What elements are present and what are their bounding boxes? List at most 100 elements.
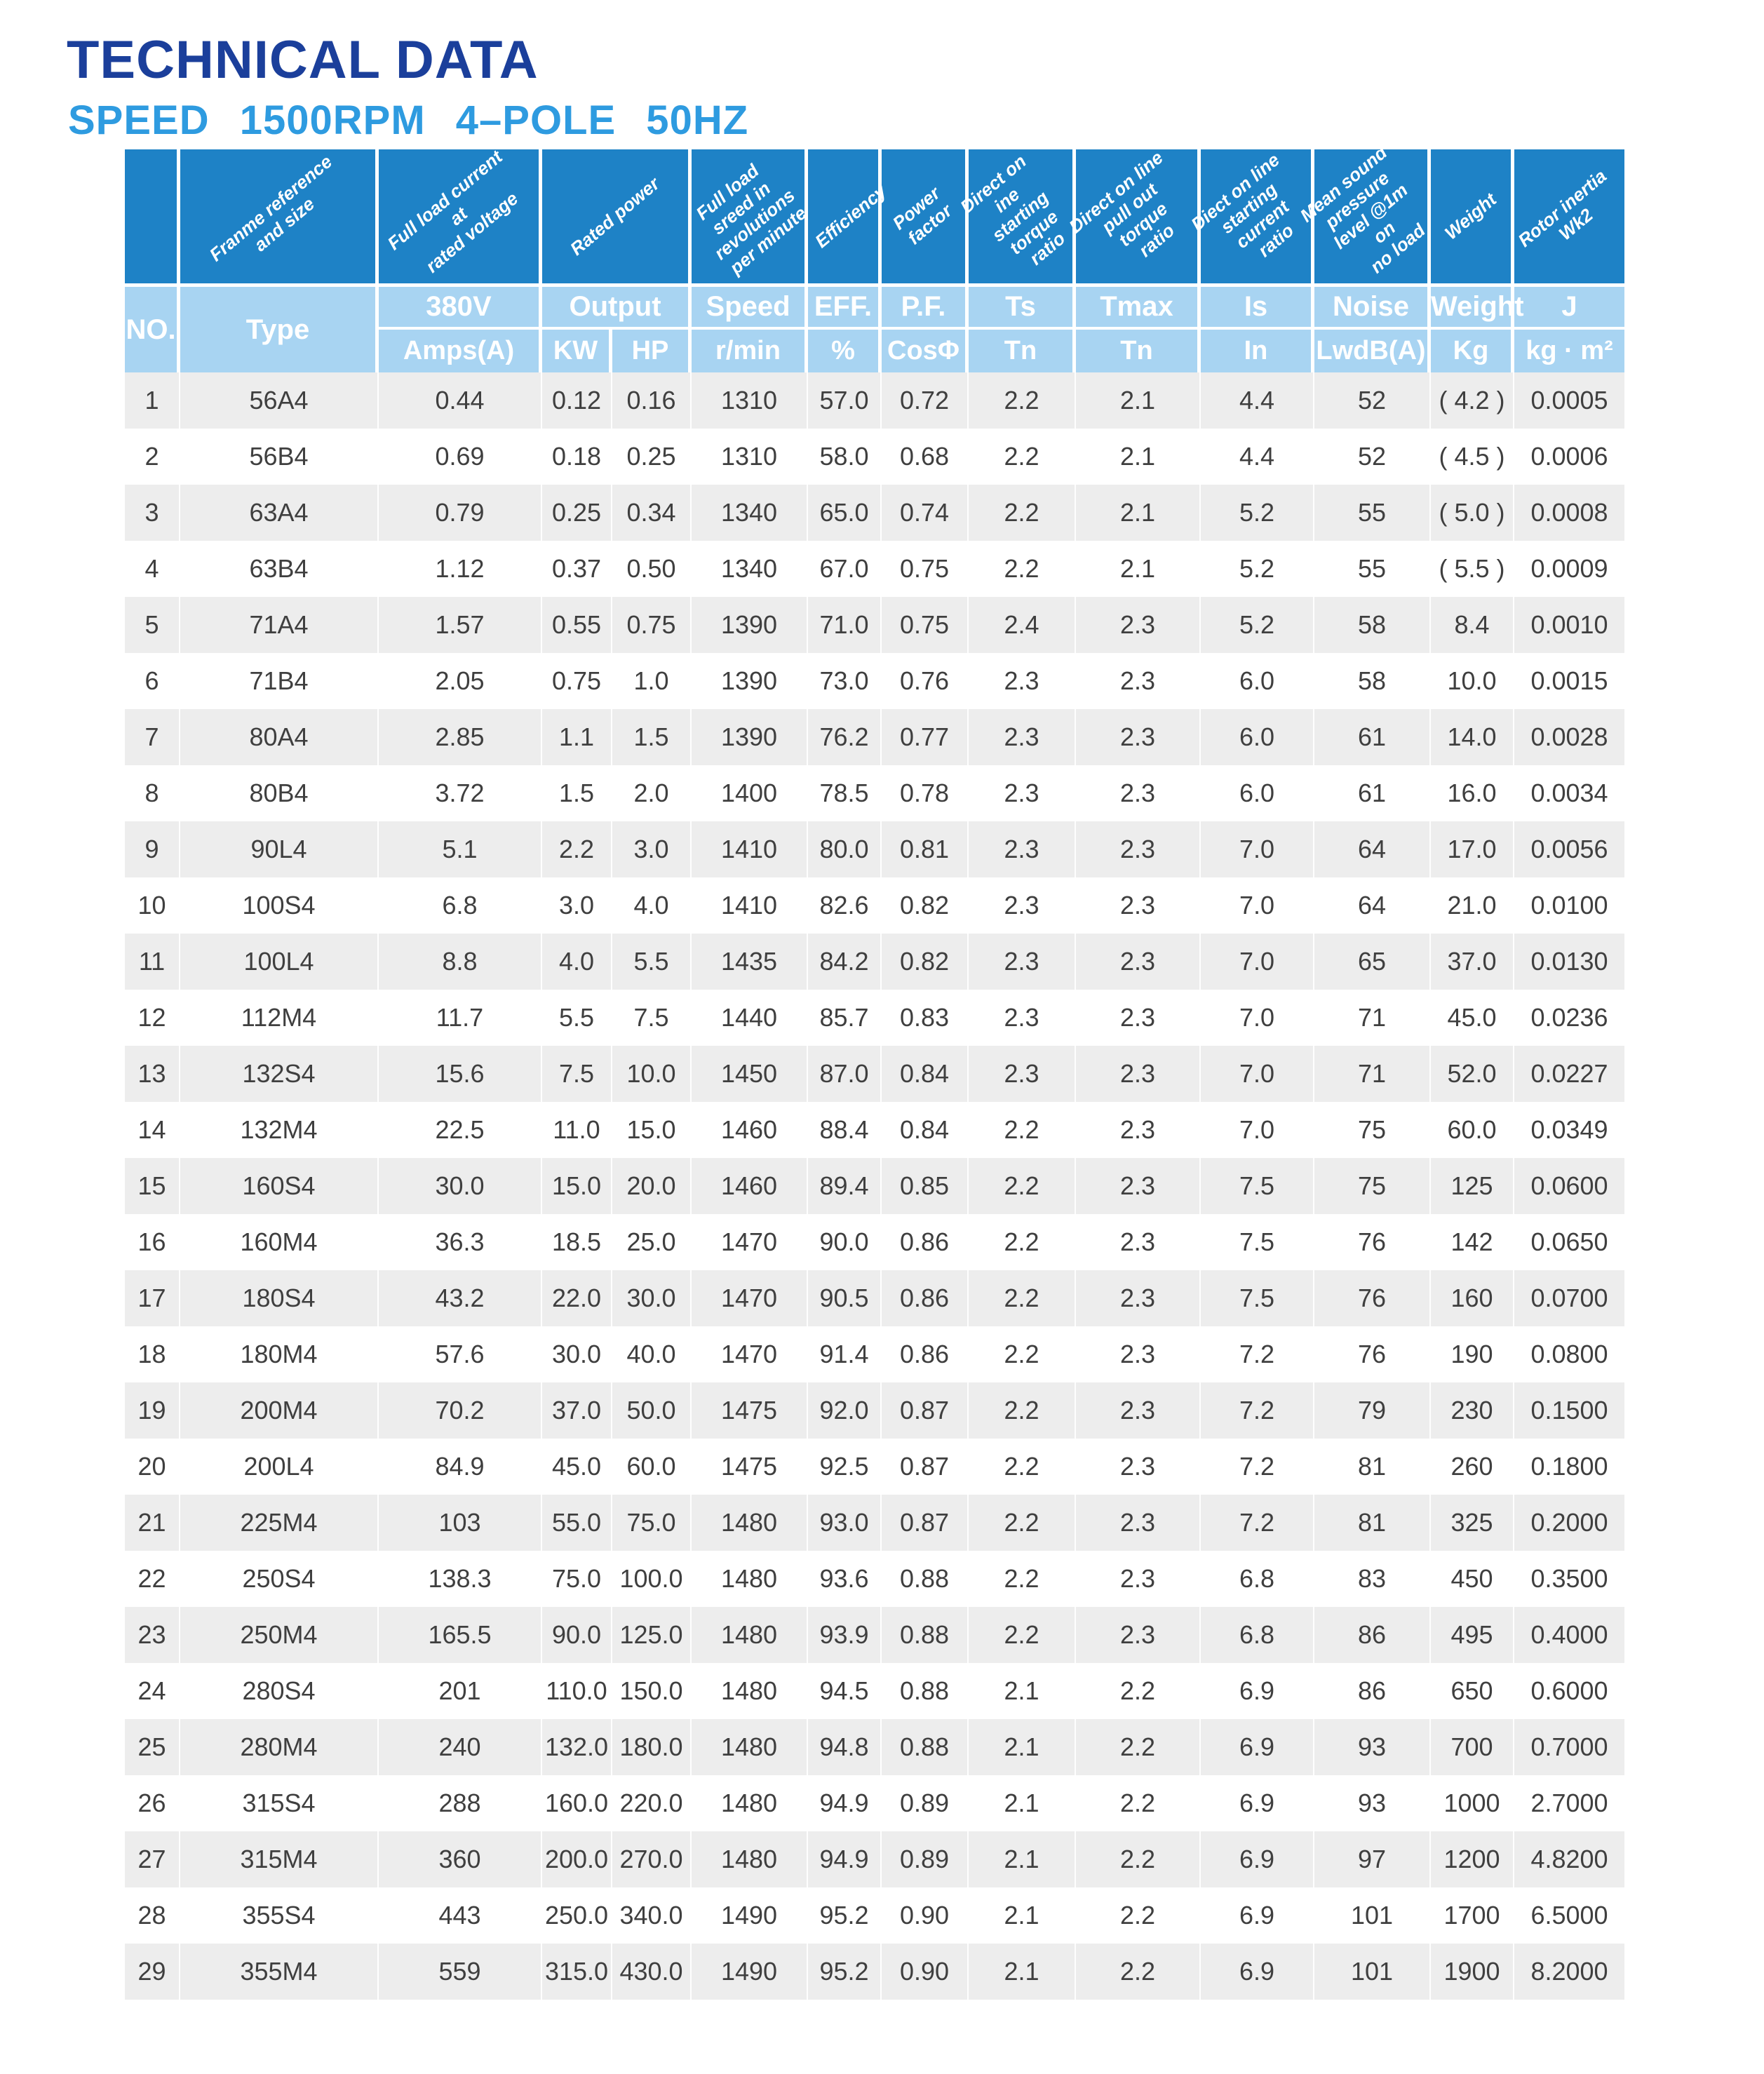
cell-is: 7.2 xyxy=(1201,1382,1314,1439)
cell-no: 1 xyxy=(125,372,180,429)
diagonal-header-rotor-inertia: Rotor inertia Wk2 xyxy=(1514,149,1624,287)
table-row: 29 355M4 559 315.0 430.0 1490 95.2 0.90 2.1 2.2 6.… xyxy=(125,1944,1624,2000)
cell-tmax: 2.1 xyxy=(1076,429,1201,485)
cell-noise: 52 xyxy=(1314,429,1431,485)
cell-amps: 0.44 xyxy=(379,372,542,429)
cell-amps: 5.1 xyxy=(379,821,542,877)
cell-rmin: 1470 xyxy=(692,1214,808,1270)
cell-is: 6.9 xyxy=(1201,1831,1314,1887)
cell-tmax: 2.3 xyxy=(1076,1326,1201,1382)
cell-j: 8.2000 xyxy=(1514,1944,1624,2000)
cell-rmin: 1410 xyxy=(692,821,808,877)
cell-kw: 11.0 xyxy=(542,1102,612,1158)
cell-kw: 15.0 xyxy=(542,1158,612,1214)
cell-eff: 58.0 xyxy=(808,429,882,485)
cell-type: 280M4 xyxy=(180,1719,379,1775)
cell-j: 0.0010 xyxy=(1514,597,1624,653)
cell-no: 2 xyxy=(125,429,180,485)
table-row: 4 63B4 1.12 0.37 0.50 1340 67.0 0.75 2.2 2.1 5.2 55… xyxy=(125,541,1624,597)
cell-weight: 10.0 xyxy=(1431,653,1514,709)
cell-kw: 22.0 xyxy=(542,1270,612,1326)
cell-weight: 60.0 xyxy=(1431,1102,1514,1158)
cell-j: 0.1800 xyxy=(1514,1439,1624,1495)
cell-hp: 0.16 xyxy=(612,372,692,429)
cell-no: 27 xyxy=(125,1831,180,1887)
cell-ts: 2.1 xyxy=(969,1887,1076,1944)
table-row: 5 71A4 1.57 0.55 0.75 1390 71.0 0.75 2.4 2.3 5.2 58… xyxy=(125,597,1624,653)
table-row: 13 132S4 15.6 7.5 10.0 1450 87.0 0.84 2.3 2.3 7.0 7… xyxy=(125,1046,1624,1102)
table-row: 21 225M4 103 55.0 75.0 1480 93.0 0.87 2.2 2.3 7.2 8… xyxy=(125,1495,1624,1551)
cell-j: 0.0650 xyxy=(1514,1214,1624,1270)
cell-kw: 45.0 xyxy=(542,1439,612,1495)
cell-type: 160M4 xyxy=(180,1214,379,1270)
unit-header-hp: HP xyxy=(612,330,692,372)
cell-weight: 650 xyxy=(1431,1663,1514,1719)
cell-type: 250M4 xyxy=(180,1607,379,1663)
cell-weight: 160 xyxy=(1431,1270,1514,1326)
cell-weight: 52.0 xyxy=(1431,1046,1514,1102)
table-row: 17 180S4 43.2 22.0 30.0 1470 90.5 0.86 2.2 2.3 7.5… xyxy=(125,1270,1624,1326)
unit-header-kw: KW xyxy=(542,330,612,372)
cell-is: 4.4 xyxy=(1201,429,1314,485)
cell-ts: 2.1 xyxy=(969,1775,1076,1831)
cell-rmin: 1435 xyxy=(692,934,808,990)
cell-is: 5.2 xyxy=(1201,597,1314,653)
table-row: 24 280S4 201 110.0 150.0 1480 94.5 0.88 2.1 2.2 6.… xyxy=(125,1663,1624,1719)
table-row: 18 180M4 57.6 30.0 40.0 1470 91.4 0.86 2.2 2.3 7.2… xyxy=(125,1326,1624,1382)
cell-noise: 97 xyxy=(1314,1831,1431,1887)
cell-no: 25 xyxy=(125,1719,180,1775)
cell-tmax: 2.3 xyxy=(1076,990,1201,1046)
cell-tmax: 2.3 xyxy=(1076,1214,1201,1270)
table-row: 6 71B4 2.05 0.75 1.0 1390 73.0 0.76 2.3 2.3 6.0 58 1… xyxy=(125,653,1624,709)
cell-is: 6.0 xyxy=(1201,709,1314,765)
cell-tmax: 2.3 xyxy=(1076,1270,1201,1326)
cell-tmax: 2.3 xyxy=(1076,1382,1201,1439)
cell-eff: 73.0 xyxy=(808,653,882,709)
cell-is: 6.8 xyxy=(1201,1607,1314,1663)
column-header-speed: Speed xyxy=(692,287,808,330)
cell-weight: 21.0 xyxy=(1431,877,1514,934)
cell-pf: 0.86 xyxy=(882,1270,969,1326)
cell-ts: 2.3 xyxy=(969,990,1076,1046)
cell-no: 13 xyxy=(125,1046,180,1102)
cell-rmin: 1480 xyxy=(692,1495,808,1551)
cell-kw: 110.0 xyxy=(542,1663,612,1719)
diagonal-header-weight: Weight xyxy=(1431,149,1514,287)
cell-weight: 1000 xyxy=(1431,1775,1514,1831)
cell-pf: 0.90 xyxy=(882,1887,969,1944)
cell-no: 24 xyxy=(125,1663,180,1719)
cell-rmin: 1340 xyxy=(692,541,808,597)
cell-rmin: 1390 xyxy=(692,709,808,765)
cell-rmin: 1310 xyxy=(692,372,808,429)
cell-tmax: 2.3 xyxy=(1076,1439,1201,1495)
cell-j: 0.0056 xyxy=(1514,821,1624,877)
column-header-ts: Ts xyxy=(969,287,1076,330)
cell-noise: 58 xyxy=(1314,597,1431,653)
cell-eff: 93.9 xyxy=(808,1607,882,1663)
cell-ts: 2.3 xyxy=(969,765,1076,821)
diagonal-header-current: Full load current at rated voltage xyxy=(379,146,542,287)
diagonal-header-type-label: Franme reference and size xyxy=(205,150,337,265)
cell-amps: 6.8 xyxy=(379,877,542,934)
cell-hp: 15.0 xyxy=(612,1102,692,1158)
cell-no: 23 xyxy=(125,1607,180,1663)
cell-type: 56B4 xyxy=(180,429,379,485)
cell-pf: 0.84 xyxy=(882,1046,969,1102)
column-header-is: Is xyxy=(1201,287,1314,330)
cell-tmax: 2.3 xyxy=(1076,1607,1201,1663)
cell-tmax: 2.2 xyxy=(1076,1831,1201,1887)
cell-j: 0.0600 xyxy=(1514,1158,1624,1214)
cell-tmax: 2.1 xyxy=(1076,485,1201,541)
cell-hp: 150.0 xyxy=(612,1663,692,1719)
cell-tmax: 2.3 xyxy=(1076,1102,1201,1158)
cell-pf: 0.88 xyxy=(882,1607,969,1663)
cell-rmin: 1460 xyxy=(692,1102,808,1158)
cell-rmin: 1480 xyxy=(692,1831,808,1887)
cell-kw: 0.18 xyxy=(542,429,612,485)
cell-ts: 2.3 xyxy=(969,653,1076,709)
cell-noise: 55 xyxy=(1314,541,1431,597)
column-header-weight: Weight xyxy=(1431,287,1524,330)
unit-header-in: In xyxy=(1201,330,1314,372)
cell-type: 180S4 xyxy=(180,1270,379,1326)
cell-rmin: 1490 xyxy=(692,1944,808,2000)
